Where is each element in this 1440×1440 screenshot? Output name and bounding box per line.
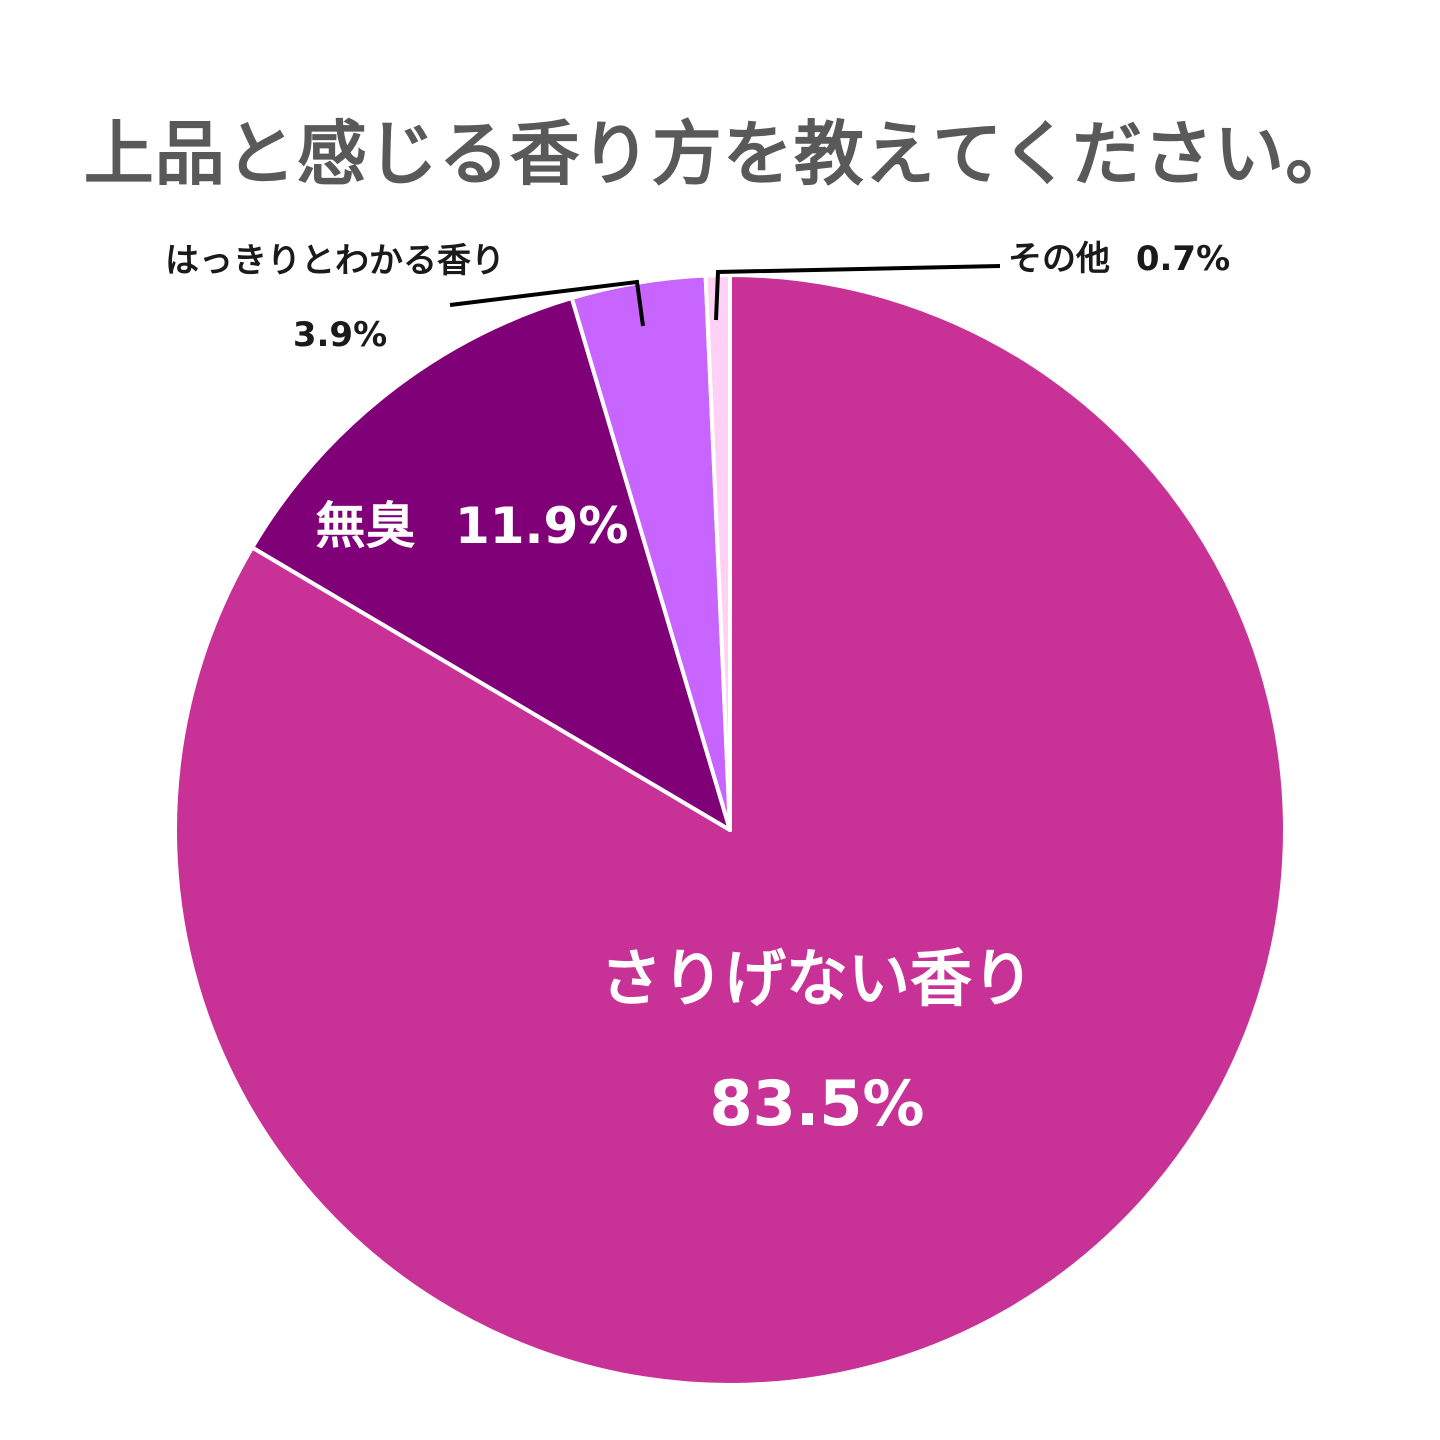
- slice-label-mushuu-value: 11.9%: [455, 497, 628, 555]
- slice-label-mushuu-name: 無臭: [316, 497, 416, 555]
- leader-line-sonota: [714, 264, 1001, 321]
- leader-lines: [449, 264, 1001, 327]
- slice-label-hakkiri: はっきりとわかる香り: [165, 241, 505, 281]
- slice-label-sonota-value: 0.7%: [1136, 239, 1230, 279]
- chart-title: 上品と感じる香り方を教えてください。: [83, 113, 1357, 195]
- slice-label-sonota-name: その他: [1008, 239, 1110, 279]
- slice-value-hakkiri: 3.9%: [293, 315, 387, 355]
- slice-value-sarigenai: 83.5%: [709, 1067, 924, 1140]
- slice-label-sonota: その他 0.7%: [1008, 239, 1230, 279]
- slice-label-sarigenai: さりげない香り: [600, 942, 1034, 1015]
- slice-labels: さりげない香り 83.5% 無臭 11.9% はっきりとわかる香り 3.9% そ…: [165, 239, 1230, 1140]
- slice-label-mushuu: 無臭 11.9%: [316, 497, 629, 555]
- leader-line-hakkiri: [449, 279, 645, 327]
- pie-slices: [173, 273, 1287, 1387]
